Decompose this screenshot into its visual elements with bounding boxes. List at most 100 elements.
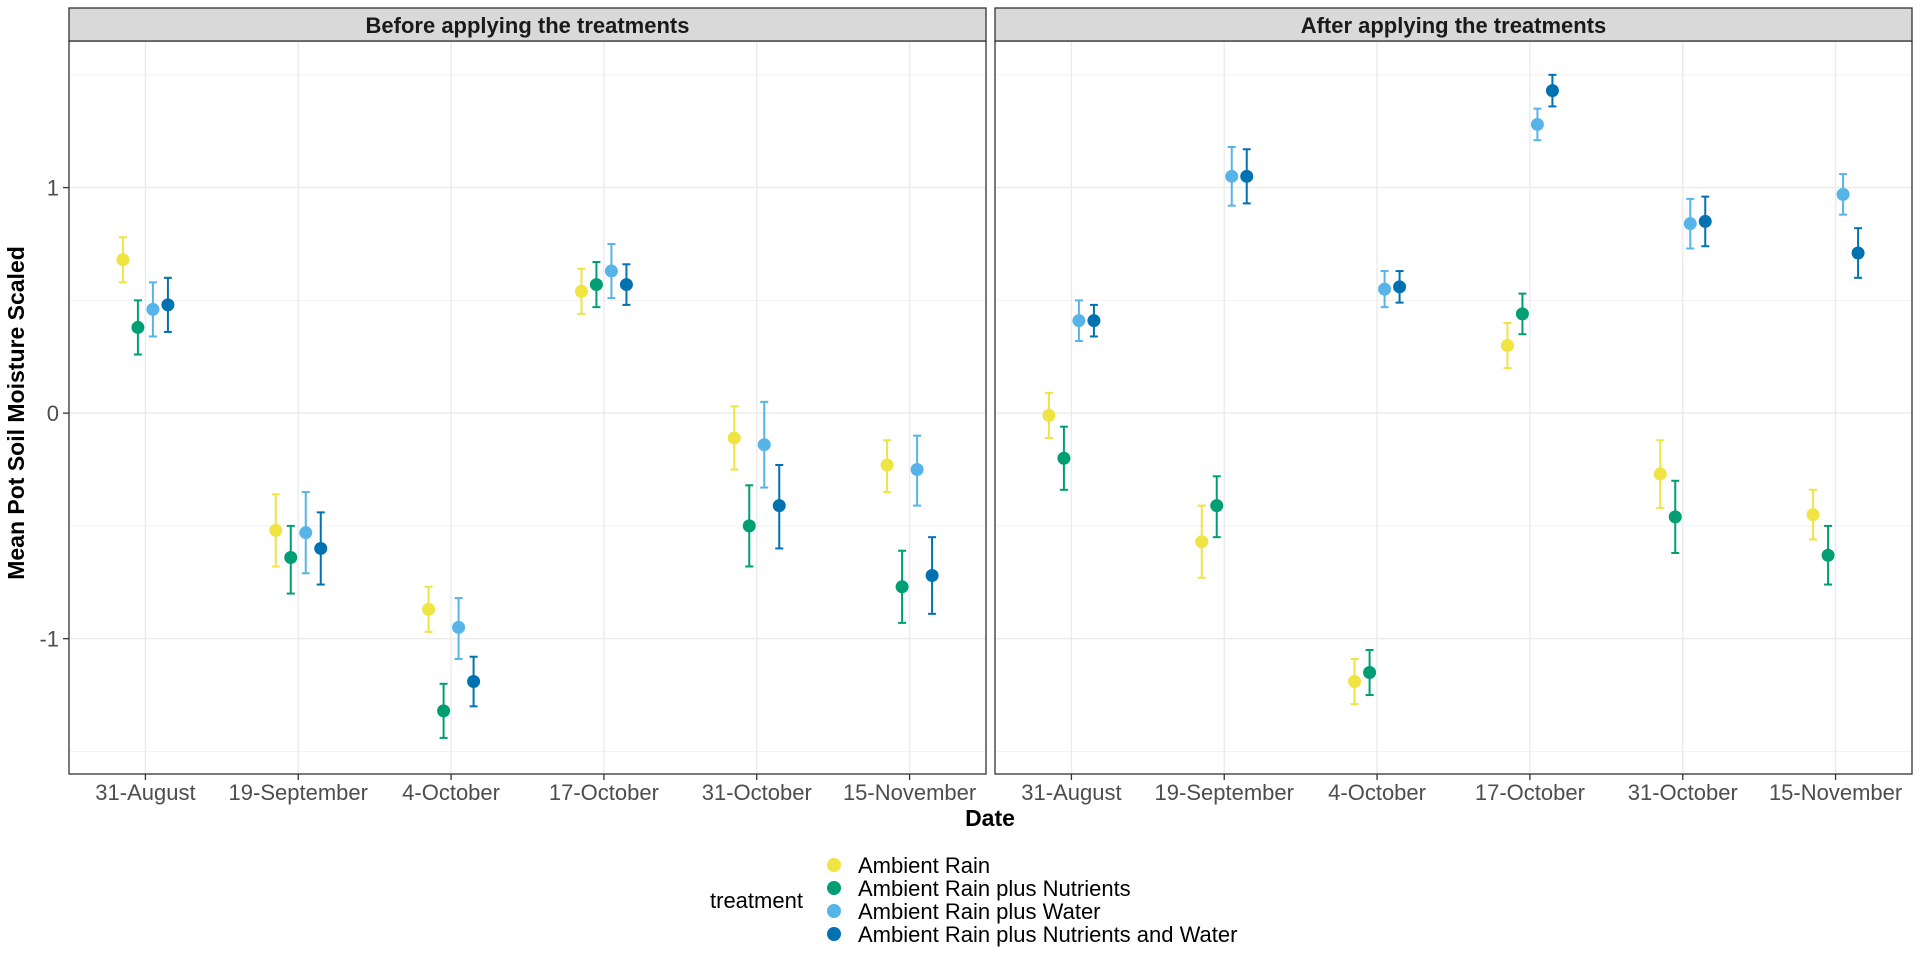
data-point <box>880 458 894 472</box>
y-tick-label: 0 <box>47 401 59 426</box>
legend-title: treatment <box>710 888 803 913</box>
strip-background <box>994 7 1913 42</box>
data-point-group <box>1195 504 1209 579</box>
data-point <box>1545 84 1559 98</box>
data-point-group <box>742 484 756 568</box>
strip-title: Before applying the treatments <box>366 13 690 38</box>
data-point <box>1515 307 1529 321</box>
data-point-group <box>1806 488 1820 541</box>
x-tick-label: 17-October <box>549 780 659 805</box>
legend-key-point <box>827 927 841 941</box>
data-point <box>574 284 588 298</box>
data-point <box>1378 282 1392 296</box>
data-point-group <box>1515 292 1529 336</box>
data-point-group <box>772 464 786 550</box>
data-point-group <box>1072 299 1086 342</box>
data-point-group <box>910 434 924 507</box>
strip-background <box>68 7 987 42</box>
panel-before: Before applying the treatments 31-August 1… <box>39 7 987 805</box>
panel-after: After applying the treatments 31-August 19… <box>994 7 1913 805</box>
legend-key-point <box>827 904 841 918</box>
data-point-group <box>1668 479 1682 554</box>
data-point <box>589 278 603 292</box>
data-point <box>772 499 786 513</box>
data-point <box>742 519 756 533</box>
data-point <box>727 431 741 445</box>
data-point-group <box>1500 321 1514 370</box>
x-tick-label: 4-October <box>402 780 500 805</box>
data-point-group <box>1042 391 1056 439</box>
data-point-group <box>131 299 145 356</box>
legend-label: Ambient Rain plus Nutrients <box>858 876 1131 901</box>
data-point-group <box>299 491 313 575</box>
data-point <box>131 320 145 334</box>
data-point <box>1806 508 1820 522</box>
data-point <box>1057 451 1071 465</box>
data-point-group <box>1225 146 1239 207</box>
data-point <box>1210 499 1224 513</box>
x-tick-label: 31-August <box>1021 780 1121 805</box>
data-point <box>452 620 466 634</box>
data-point-group <box>604 242 618 300</box>
legend-item: Ambient Rain plus Nutrients and Water <box>827 922 1237 947</box>
legend-label: Ambient Rain <box>858 853 990 878</box>
data-point <box>757 438 771 452</box>
data-point <box>284 550 298 564</box>
data-point-group <box>619 263 633 306</box>
data-point-group <box>1057 425 1071 491</box>
x-tick-label: 19-September <box>229 780 368 805</box>
y-axis-title: Mean Pot Soil Moisture Scaled <box>3 246 29 580</box>
data-point-group <box>1545 73 1559 108</box>
data-point-group <box>1378 270 1392 309</box>
data-point-group <box>880 439 894 494</box>
x-tick-label: 31-October <box>1628 780 1738 805</box>
data-point <box>1821 548 1835 562</box>
data-point <box>1195 535 1209 549</box>
data-point <box>116 253 130 267</box>
data-point <box>1087 314 1101 328</box>
x-tick-label: 31-October <box>702 780 812 805</box>
x-tick-label: 17-October <box>1475 780 1585 805</box>
legend-key-point <box>827 858 841 872</box>
data-point-group <box>1393 270 1407 304</box>
data-point-group <box>1851 227 1865 279</box>
data-point <box>467 675 481 689</box>
data-point-group <box>1821 524 1835 586</box>
data-point <box>925 569 939 583</box>
data-point <box>1836 187 1850 201</box>
data-point <box>1500 338 1514 352</box>
x-axis-title: Date <box>965 805 1015 831</box>
data-point <box>1348 675 1362 689</box>
data-point <box>422 602 436 616</box>
data-point-group <box>1683 197 1697 250</box>
data-point-group <box>1363 648 1377 697</box>
data-point-group <box>1087 303 1101 338</box>
data-point-group <box>1240 148 1254 205</box>
legend-label: Ambient Rain plus Water <box>858 899 1101 924</box>
data-point <box>437 704 451 718</box>
data-point-group <box>269 493 283 568</box>
data-point <box>146 302 160 316</box>
x-tick-label: 15-November <box>843 780 976 805</box>
data-point-group <box>146 281 160 338</box>
data-point <box>1530 117 1544 131</box>
panel-background <box>69 41 986 774</box>
data-point <box>1042 408 1056 422</box>
data-point-group <box>925 536 939 615</box>
y-tick-label: -1 <box>39 627 59 652</box>
data-point <box>1240 169 1254 183</box>
data-point <box>1698 214 1712 228</box>
data-point <box>619 278 633 292</box>
data-point-group <box>895 549 909 624</box>
data-point <box>314 541 328 555</box>
data-point <box>910 463 924 477</box>
y-tick-label: 1 <box>47 176 59 201</box>
strip-title: After applying the treatments <box>1301 13 1607 38</box>
data-point-group <box>1210 475 1224 539</box>
data-point-group <box>452 597 466 660</box>
data-point-group <box>1348 657 1362 706</box>
legend-item: Ambient Rain plus Water <box>827 899 1101 924</box>
x-tick-label: 4-October <box>1328 780 1426 805</box>
data-point <box>1363 666 1377 680</box>
